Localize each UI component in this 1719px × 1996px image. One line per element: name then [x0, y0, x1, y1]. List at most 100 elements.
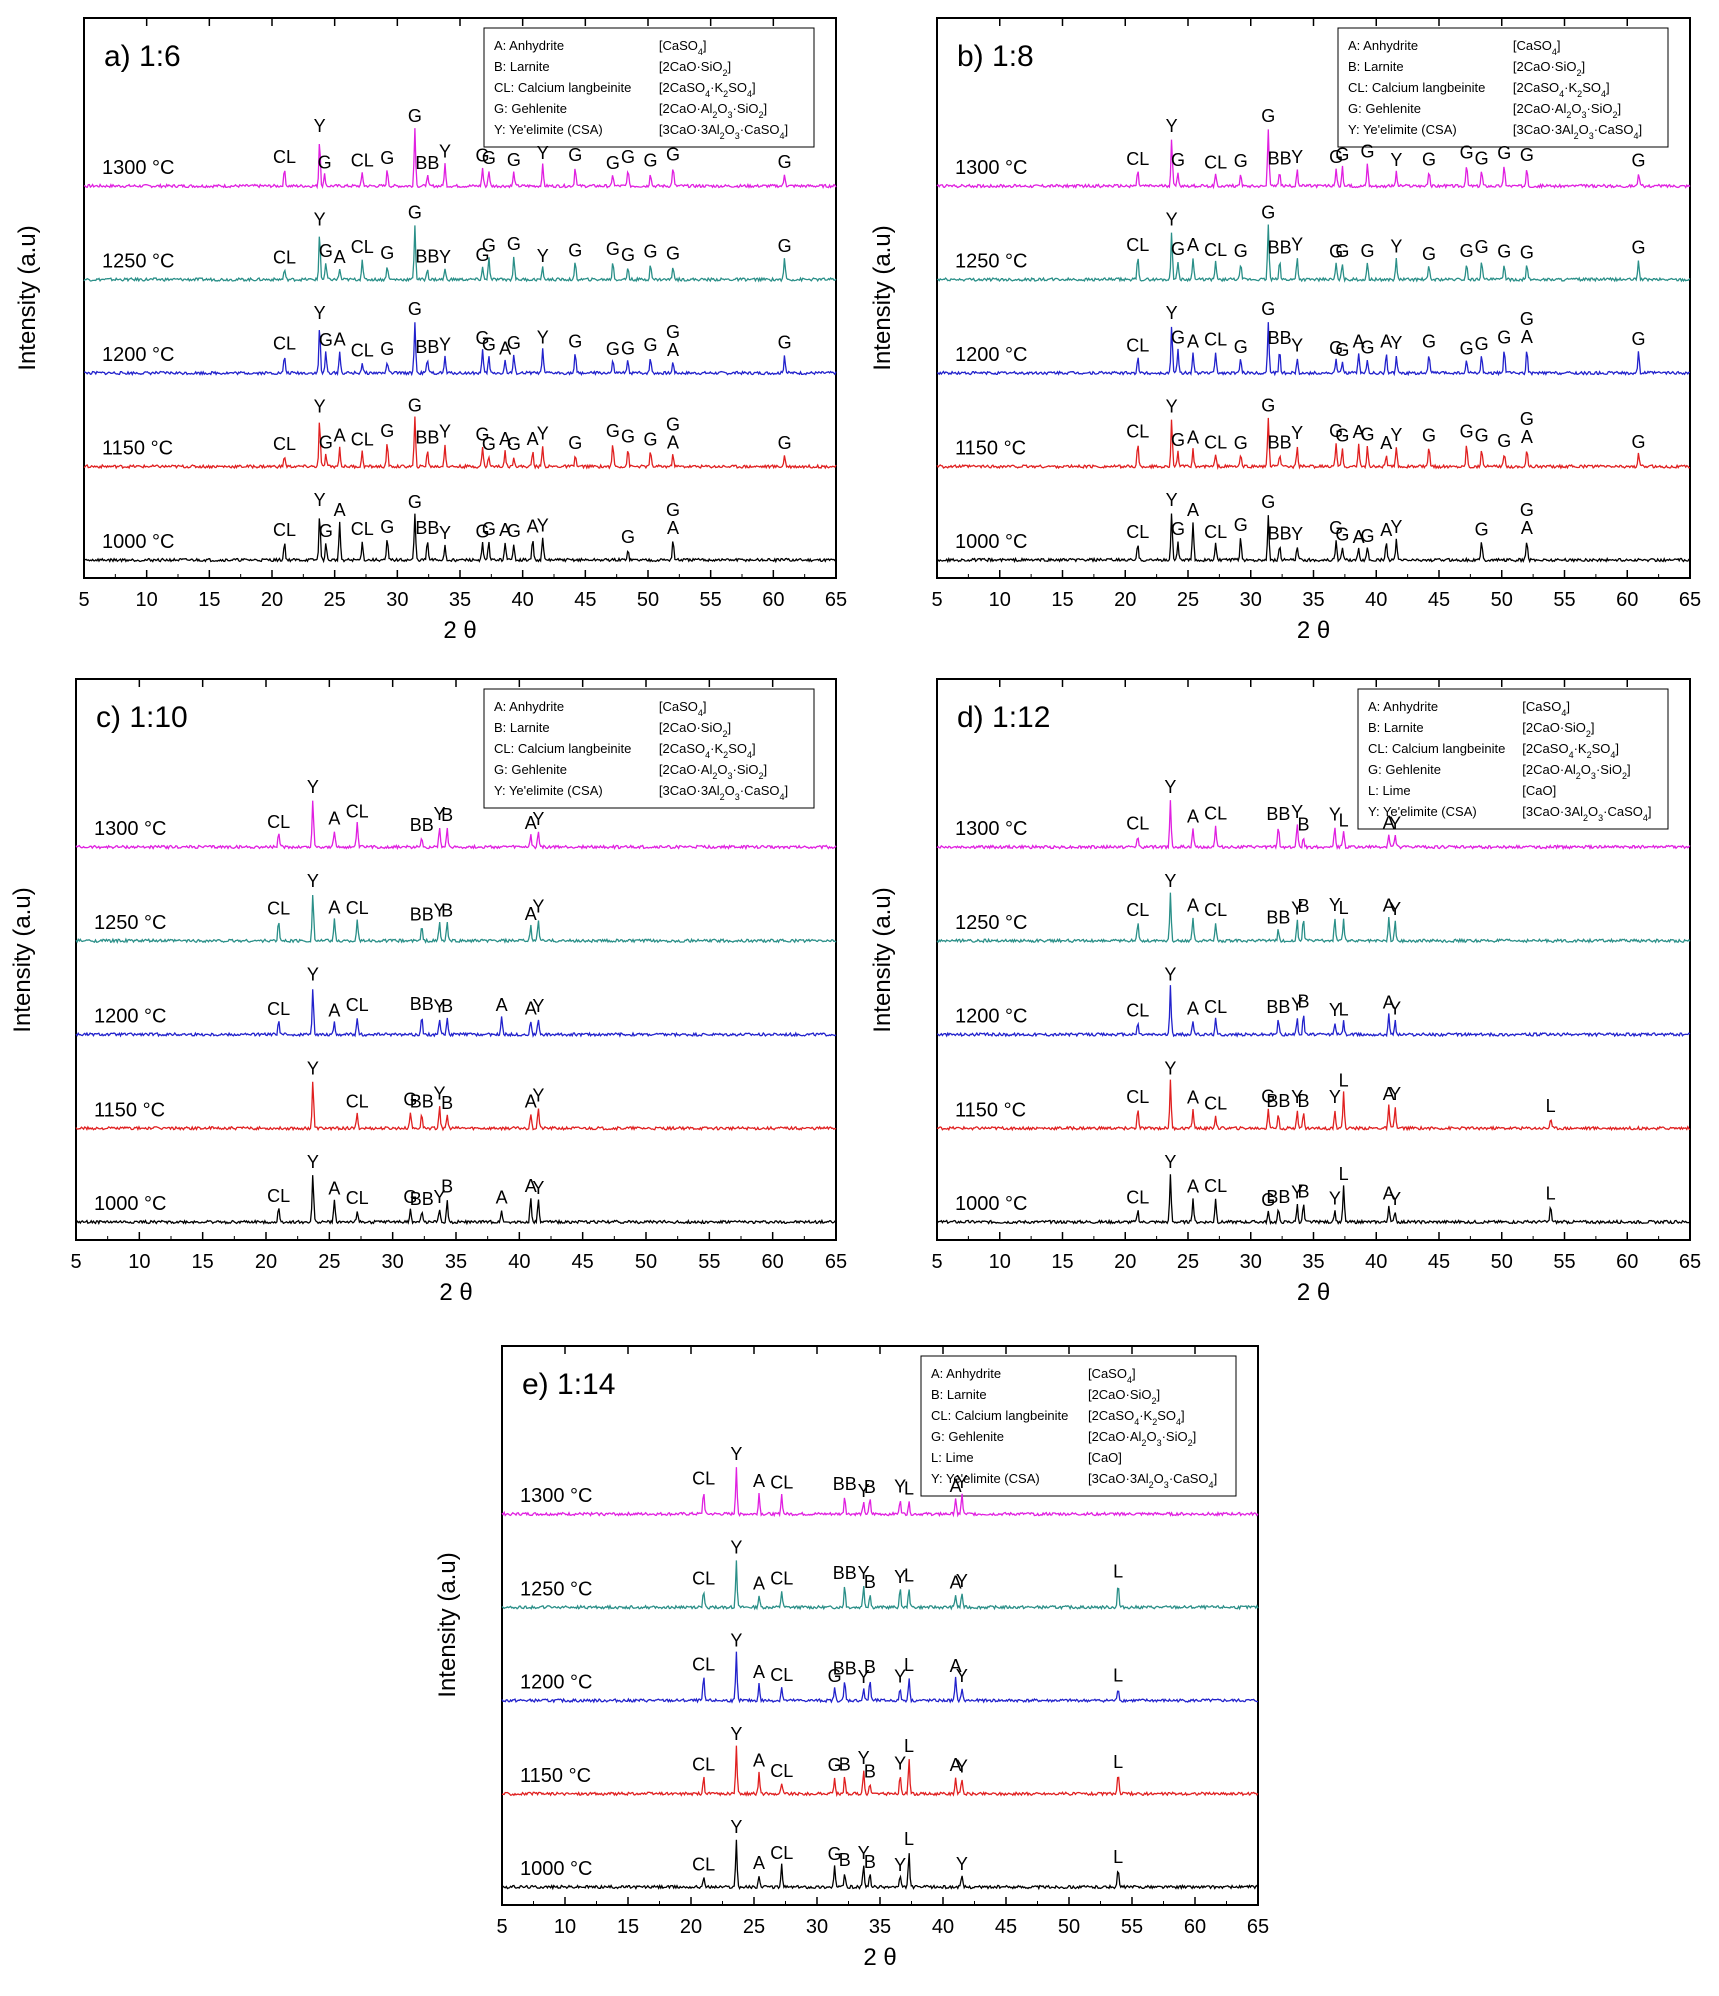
peak-label: Y [1291, 524, 1303, 544]
peak-label: B [864, 1657, 876, 1677]
legend-entry-label: G: Gehlenite [494, 101, 567, 116]
peak-label: A [1187, 428, 1199, 448]
x-tick-label: 55 [700, 589, 722, 611]
series-label: 1300 °C [520, 1485, 593, 1507]
peak-label: BB [410, 815, 434, 835]
legend-entry-label: G: Gehlenite [1368, 762, 1441, 777]
peak-label: Y [434, 997, 446, 1017]
peak-label: G [1497, 327, 1511, 347]
peak-label: CL [770, 1569, 793, 1589]
peak-label: Y [1389, 1084, 1401, 1104]
series-label: 1150 °C [955, 1099, 1026, 1121]
peak-label: G [1329, 147, 1343, 167]
peak-label: CL [770, 1843, 793, 1863]
x-tick-label: 15 [1051, 589, 1073, 611]
peak-label: Y [537, 246, 549, 266]
peak-label: Y [894, 1855, 906, 1875]
peak-label: G [408, 299, 422, 319]
series-label: 1150 °C [520, 1765, 591, 1787]
peak-label: A [525, 1176, 537, 1196]
peak-label: G [778, 433, 792, 453]
peak-label: Y [730, 1537, 742, 1557]
x-tick-label: 25 [318, 1251, 340, 1273]
peak-label: G [1234, 151, 1248, 171]
x-tick-label: 5 [70, 1251, 81, 1273]
peak-label: G [1261, 1086, 1275, 1106]
x-tick-label: 35 [869, 1916, 891, 1938]
peak-label: Y [1166, 116, 1178, 136]
peak-label: A [1521, 327, 1533, 347]
peak-label: CL [692, 1469, 715, 1489]
peak-label: G [380, 421, 394, 441]
legend-entry-formula: [3CaO·3Al2O3·CaSO4] [1522, 804, 1651, 823]
peak-label: Y [537, 423, 549, 443]
legend-box [1337, 27, 1669, 148]
peak-label: Y [307, 871, 319, 891]
peak-label: Y [956, 1472, 968, 1492]
x-tick-label: 30 [806, 1916, 828, 1938]
peak-label: A [1187, 235, 1199, 255]
series-label: 1150 °C [955, 438, 1026, 460]
peak-label: B [1297, 896, 1309, 916]
peak-label: G [1460, 241, 1474, 261]
peak-label: Y [1291, 1182, 1303, 1202]
x-tick-label: 15 [617, 1916, 639, 1938]
legend-entry-formula: [2CaSO4·K2SO4] [1513, 80, 1610, 99]
legend-entry-label: A: Anhydrite [931, 1366, 1001, 1381]
peak-label: CL [1204, 522, 1227, 542]
peak-label: B [1297, 1182, 1309, 1202]
peak-label: G [380, 148, 394, 168]
peak-label: G [1360, 526, 1374, 546]
peak-label: CL [1126, 1188, 1149, 1208]
peak-label: G [507, 333, 521, 353]
peak-label: A [753, 1662, 765, 1682]
peak-label: BB [1266, 1187, 1290, 1207]
peak-label: G [1632, 329, 1646, 349]
peak-label: Y [1389, 813, 1401, 833]
peak-label: CL [267, 999, 290, 1019]
peak-label: G [1329, 241, 1343, 261]
peak-label: G [606, 421, 620, 441]
peak-label: BB [1266, 804, 1290, 824]
x-tick-label: 40 [932, 1916, 954, 1938]
legend-entry-formula: [2CaSO4·K2SO4] [659, 741, 756, 760]
peak-label: G [778, 333, 792, 353]
panel-title: c) 1:10 [96, 701, 188, 734]
x-tick-label: 65 [825, 1251, 847, 1273]
peak-label: G [606, 239, 620, 259]
peak-label: A [753, 1471, 765, 1491]
peak-label: Y [307, 1058, 319, 1078]
x-tick-label: 25 [1177, 1251, 1199, 1273]
peak-label: CL [1126, 900, 1149, 920]
peak-label: G [1360, 425, 1374, 445]
x-tick-label: 35 [1302, 589, 1324, 611]
x-axis-title: 2 θ [443, 617, 476, 644]
series-label: 1250 °C [955, 912, 1028, 934]
peak-label: Y [1164, 965, 1176, 985]
peak-label: A [1380, 433, 1392, 453]
peak-label: L [1339, 999, 1349, 1019]
peak-label: L [1339, 810, 1349, 830]
peak-label: A [1187, 806, 1199, 826]
legend-entry-label: B: Larnite [1348, 59, 1404, 74]
series-trace [936, 224, 1691, 283]
peak-label: CL [351, 519, 374, 539]
peak-label: Y [314, 116, 326, 136]
legend-box [1357, 688, 1669, 830]
series-trace [936, 985, 1691, 1038]
peak-label: BB [415, 337, 439, 357]
peak-label: G [476, 425, 490, 445]
legend-box [920, 1355, 1237, 1497]
x-tick-label: 60 [762, 1251, 784, 1273]
peak-label: G [606, 339, 620, 359]
peak-label: CL [1126, 235, 1149, 255]
x-tick-label: 10 [554, 1916, 576, 1938]
peak-label: A [334, 500, 346, 520]
peak-label: Y [894, 1477, 906, 1497]
series-label: 1000 °C [955, 1193, 1028, 1215]
peak-label: Y [439, 247, 451, 267]
